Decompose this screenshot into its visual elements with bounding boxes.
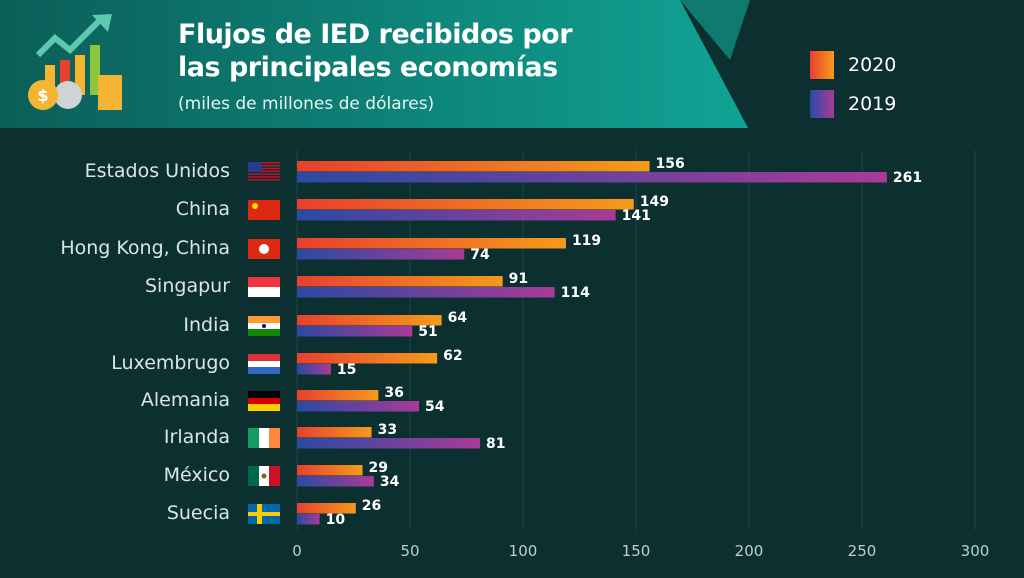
data-label: 51 xyxy=(418,324,438,340)
chart-subtitle: (miles de millones de dólares) xyxy=(178,94,435,114)
data-label: 33 xyxy=(377,422,398,438)
bar-2019 xyxy=(297,210,616,221)
category-label: Hong Kong, China xyxy=(60,237,230,259)
data-label: 156 xyxy=(655,156,685,172)
bar-2019 xyxy=(297,476,374,487)
x-tick-label: 150 xyxy=(621,542,651,560)
finance-growth-icon: $ xyxy=(28,14,122,110)
china-flag-icon xyxy=(248,200,280,220)
bar-2020 xyxy=(297,427,372,438)
data-label: 149 xyxy=(639,194,669,210)
singapore-flag-icon xyxy=(248,277,280,297)
bar-2019 xyxy=(297,514,320,525)
bar-2020 xyxy=(297,390,379,401)
bar-2019 xyxy=(297,364,331,375)
bar-2019 xyxy=(297,172,887,183)
bar-2020 xyxy=(297,199,634,210)
data-label: 261 xyxy=(892,170,923,186)
data-label: 91 xyxy=(508,271,529,287)
legend-item-2020: 2020 xyxy=(810,51,896,79)
bar-2019 xyxy=(297,326,413,337)
mexico-flag-icon xyxy=(248,466,280,486)
category-label: Alemania xyxy=(140,389,230,411)
bar-2020 xyxy=(297,315,442,326)
data-label: 141 xyxy=(621,208,651,224)
x-tick-label: 100 xyxy=(508,542,538,560)
data-label: 62 xyxy=(443,348,463,364)
data-label: 64 xyxy=(447,310,468,326)
bar-2019 xyxy=(297,401,420,412)
bar-2020 xyxy=(297,353,438,364)
data-label: 54 xyxy=(425,399,445,415)
data-label: 81 xyxy=(486,436,506,452)
legend-swatch-2020 xyxy=(810,51,834,79)
x-tick-label: 0 xyxy=(292,542,302,560)
netherlands-flag-icon xyxy=(248,354,280,374)
legend-item-2019: 2019 xyxy=(810,90,896,118)
germany-flag-icon xyxy=(248,391,280,411)
data-label: 74 xyxy=(470,247,490,263)
data-label: 10 xyxy=(325,512,346,528)
legend-label: 2019 xyxy=(848,93,897,115)
bar-2019 xyxy=(297,438,481,449)
x-tick-label: 200 xyxy=(734,542,764,560)
category-label: Suecia xyxy=(166,502,230,524)
data-label: 114 xyxy=(560,285,590,301)
ireland-flag-icon xyxy=(248,428,280,448)
data-label: 15 xyxy=(336,362,357,378)
bar-2020 xyxy=(297,238,566,249)
bar-2019 xyxy=(297,249,465,260)
data-label: 29 xyxy=(368,460,389,476)
data-label: 36 xyxy=(384,385,404,401)
india-flag-icon xyxy=(248,316,280,336)
category-label: India xyxy=(183,314,230,336)
bar-2020 xyxy=(297,161,650,172)
category-label: Singapur xyxy=(145,275,230,297)
data-label: 26 xyxy=(361,498,382,514)
bar-2020 xyxy=(297,503,356,514)
bar-2020 xyxy=(297,465,363,476)
svg-text:$: $ xyxy=(37,86,48,105)
x-tick-label: 50 xyxy=(400,542,420,560)
data-label: 119 xyxy=(571,233,602,249)
header-banner: $ xyxy=(0,0,750,128)
category-label: Irlanda xyxy=(163,426,230,448)
legend-swatch-2019 xyxy=(810,90,834,118)
category-label: México xyxy=(163,464,230,486)
legend-label: 2020 xyxy=(848,54,897,76)
bar-2019 xyxy=(297,287,555,298)
x-tick-label: 300 xyxy=(960,542,990,560)
category-label: China xyxy=(175,198,230,220)
data-label: 34 xyxy=(379,474,400,490)
bar-2020 xyxy=(297,276,503,287)
category-label: Luxembrugo xyxy=(111,352,230,374)
hong-kong-flag-icon xyxy=(248,239,280,259)
chart-title: Flujos de IED recibidos por las principal… xyxy=(178,19,573,83)
x-tick-label: 250 xyxy=(847,542,877,560)
category-label: Estados Unidos xyxy=(84,160,230,182)
us-flag-icon xyxy=(248,162,280,181)
sweden-flag-icon xyxy=(248,504,280,524)
